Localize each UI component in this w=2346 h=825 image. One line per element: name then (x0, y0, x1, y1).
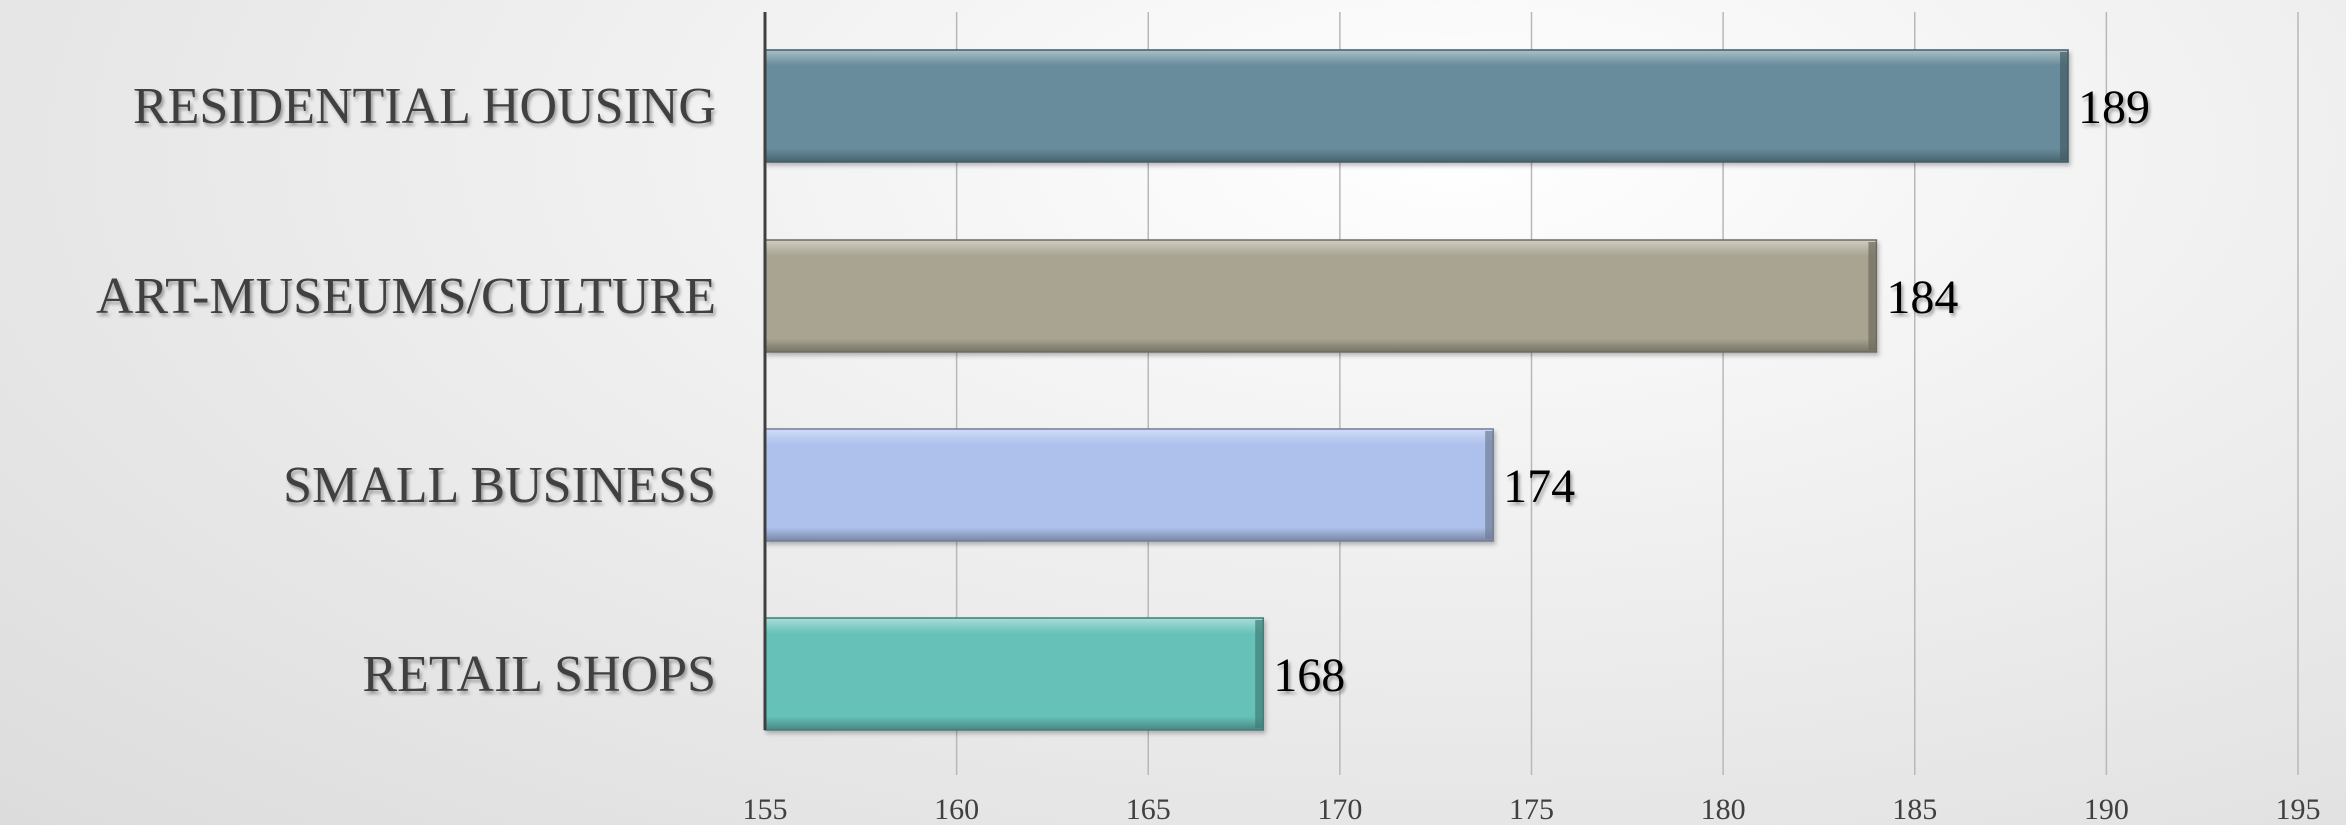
x-tick-labels: 155 160 165 170 175 180 185 190 195 (743, 793, 2321, 825)
data-label: 174 (1503, 460, 1575, 513)
x-tick-label: 160 (934, 793, 979, 825)
bars (764, 49, 2069, 731)
x-tick-label: 175 (1509, 793, 1554, 825)
x-tick-label: 185 (1892, 793, 1937, 825)
data-label: 168 (1273, 649, 1345, 702)
bar-bevel-edge (1255, 620, 1264, 728)
category-label: ART-MUSEUMS/CULTURE (96, 268, 716, 325)
bar-rect (764, 49, 2069, 163)
bar-rect (764, 617, 1264, 731)
x-tick-label: 165 (1126, 793, 1171, 825)
x-tick-label: 190 (2084, 793, 2129, 825)
data-label: 189 (2078, 81, 2150, 134)
category-label: RETAIL SHOPS (362, 646, 716, 703)
bar-bevel-edge (1868, 242, 1877, 350)
x-tick-label: 195 (2276, 793, 2321, 825)
category-label: SMALL BUSINESS (283, 457, 716, 514)
bar (764, 239, 1878, 353)
bar (764, 617, 1264, 731)
data-labels: 189 184 174 168 (1273, 81, 2150, 702)
data-label: 184 (1886, 271, 1958, 324)
bar-rect (764, 239, 1878, 353)
bar-rect (764, 428, 1494, 542)
x-tick-label: 170 (1317, 793, 1362, 825)
category-labels: RESIDENTIAL HOUSING ART-MUSEUMS/CULTURE SM… (96, 78, 716, 703)
bar (764, 428, 1494, 542)
bar (764, 49, 2069, 163)
category-label: RESIDENTIAL HOUSING (133, 78, 716, 135)
x-tick-label: 180 (1701, 793, 1746, 825)
x-tick-label: 155 (743, 793, 788, 825)
bar-bevel-edge (2060, 52, 2069, 160)
bar-bevel-edge (1485, 431, 1494, 539)
